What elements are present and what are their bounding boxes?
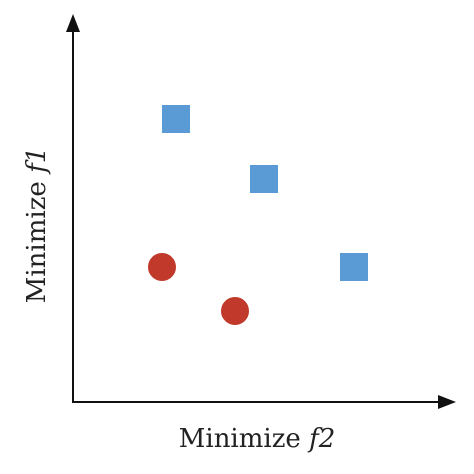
square-point — [160, 103, 192, 135]
y-axis-label-var: f1 — [22, 147, 52, 175]
circle-point — [219, 295, 251, 327]
y-axis-label-prefix: Minimize — [22, 173, 52, 303]
x-axis-label: Minimize f2 — [179, 424, 336, 454]
x-axis-arrow-icon — [438, 395, 456, 409]
x-axis-label-prefix: Minimize — [179, 424, 309, 454]
square-point — [338, 251, 370, 283]
x-axis-label-var: f2 — [307, 424, 335, 454]
square-point — [248, 163, 280, 195]
y-axis-arrow-icon — [66, 14, 80, 32]
y-axis-label: Minimize f1 — [22, 147, 52, 304]
circle-point — [146, 251, 178, 283]
